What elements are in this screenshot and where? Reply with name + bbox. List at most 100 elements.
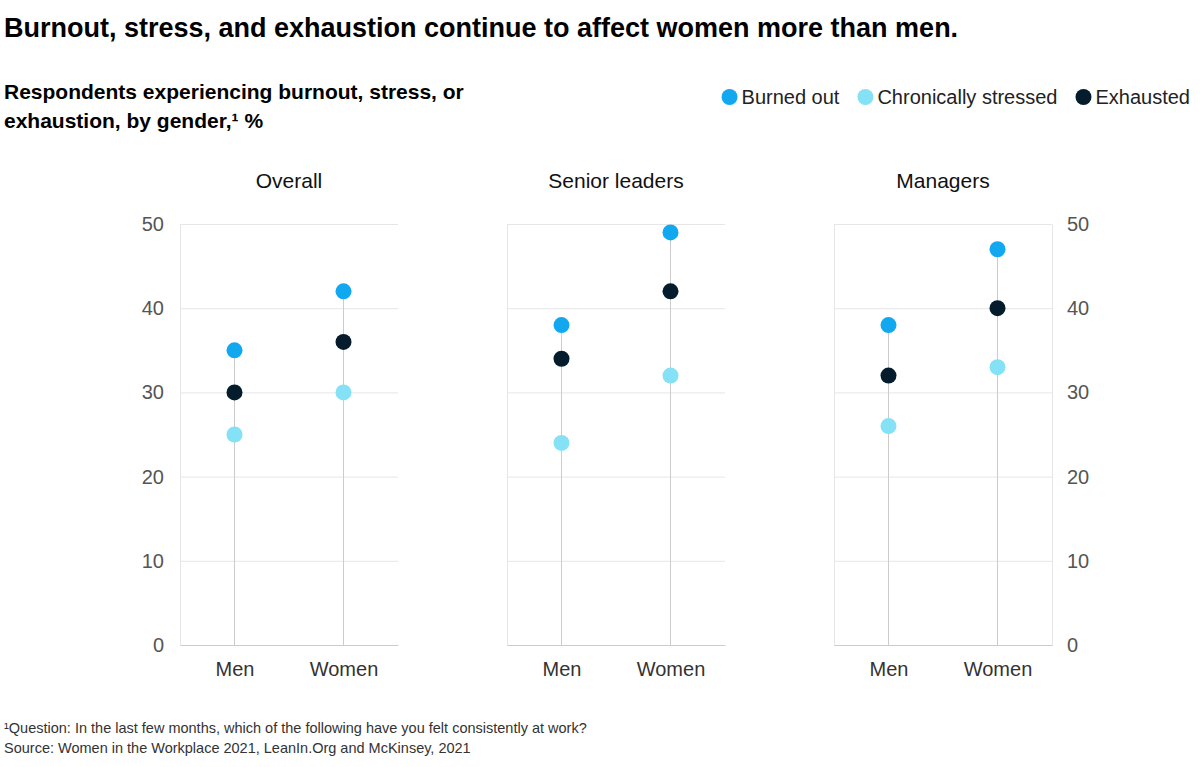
category-label: Women [310,658,379,680]
footnote: ¹Question: In the last few months, which… [4,720,587,736]
dot [554,317,570,333]
dot [336,384,352,400]
axis-line [508,645,726,646]
tick [834,224,1052,225]
axis-line [181,225,399,646]
tick: 0 [1052,634,1078,656]
grid-line [180,645,398,646]
y-axis [834,225,1052,646]
plot-area [554,224,679,645]
x-axis: MenWomen [508,645,726,680]
y-axis-right: 0 10 20 30 40 50 [1052,213,1089,656]
tick-label: 50 [1067,213,1089,235]
legend: Burned out Chronically stressed Exhausted [722,86,1190,108]
tick-label: 40 [1067,297,1089,319]
tick: 40 [142,297,398,319]
tick [834,477,1052,478]
grid-line [180,308,398,309]
tick: 10 [142,550,398,572]
panel-title: Senior leaders [548,169,683,192]
axis-line [835,645,1053,646]
tick: 20 [1052,466,1089,488]
panel-title: Managers [896,169,989,192]
legend-label: Burned out [742,86,840,108]
category-label: Women [637,658,706,680]
x-axis: Men Women [835,645,1053,680]
dot [336,334,352,350]
y-axis [507,225,725,646]
dot [990,359,1006,375]
category-label: Men [870,658,909,680]
legend-label: Exhausted [1095,86,1190,108]
dot [881,317,897,333]
tick-label: 20 [142,466,164,488]
tick: 50 [142,213,398,235]
grid-line [834,308,1052,309]
grid-line [834,477,1052,478]
tick: Women [310,645,379,680]
dot [881,368,897,384]
dot [227,342,243,358]
panel-title: Overall [256,169,323,192]
tick: 30 [142,381,398,403]
category-label: Men [216,658,255,680]
grid-line [507,561,725,562]
y-axis: 0 10 20 30 40 50 [142,213,398,656]
grid-line [180,224,398,225]
tick: 40 [1052,297,1089,319]
subtitle: Respondents experiencing burnout, stress… [4,80,464,132]
dot [554,351,570,367]
plot-area [881,241,1006,645]
stem [561,325,562,645]
grid-line [834,224,1052,225]
tick [507,308,725,309]
legend-item: Chronically stressed [857,86,1057,108]
tick [834,645,1052,646]
x-axis: Men Women [181,645,399,680]
axis-line [1052,225,1053,646]
grid-line [834,561,1052,562]
tick-label: 10 [1067,550,1089,572]
tick-label: 30 [142,381,164,403]
legend-swatch [1075,89,1091,105]
tick: 30 [1052,381,1089,403]
grid-line [180,477,398,478]
tick: 10 [1052,550,1089,572]
tick [507,477,725,478]
grid-line [834,392,1052,393]
dot [336,283,352,299]
category-label: Women [964,658,1033,680]
grid-line [180,392,398,393]
plot-area [227,283,352,645]
grid-line [507,392,725,393]
grid-line [507,308,725,309]
tick [834,392,1052,393]
title: Burnout, stress, and exhaustion continue… [4,13,958,43]
tick: Women [637,645,706,680]
tick-label: 40 [142,297,164,319]
tick-label: 30 [1067,381,1089,403]
tick [507,561,725,562]
grid-line [507,477,725,478]
dot [663,224,679,240]
grid-line [834,645,1052,646]
tick: Men [870,645,909,680]
tick-label: 20 [1067,466,1089,488]
tick [507,392,725,393]
dot [881,418,897,434]
tick: 20 [142,466,398,488]
legend-swatch [722,89,738,105]
legend-item: Exhausted [1075,86,1190,108]
tick [507,224,725,225]
dot [663,283,679,299]
dot [554,435,570,451]
axis-line [835,225,1053,646]
dot [227,427,243,443]
tick-label: 10 [142,550,164,572]
tick-label: 50 [142,213,164,235]
chart: Burnout, stress, and exhaustion continue… [0,0,1200,767]
grid-line [507,645,725,646]
tick: 0 [153,634,398,656]
dot [227,384,243,400]
dot [990,300,1006,316]
